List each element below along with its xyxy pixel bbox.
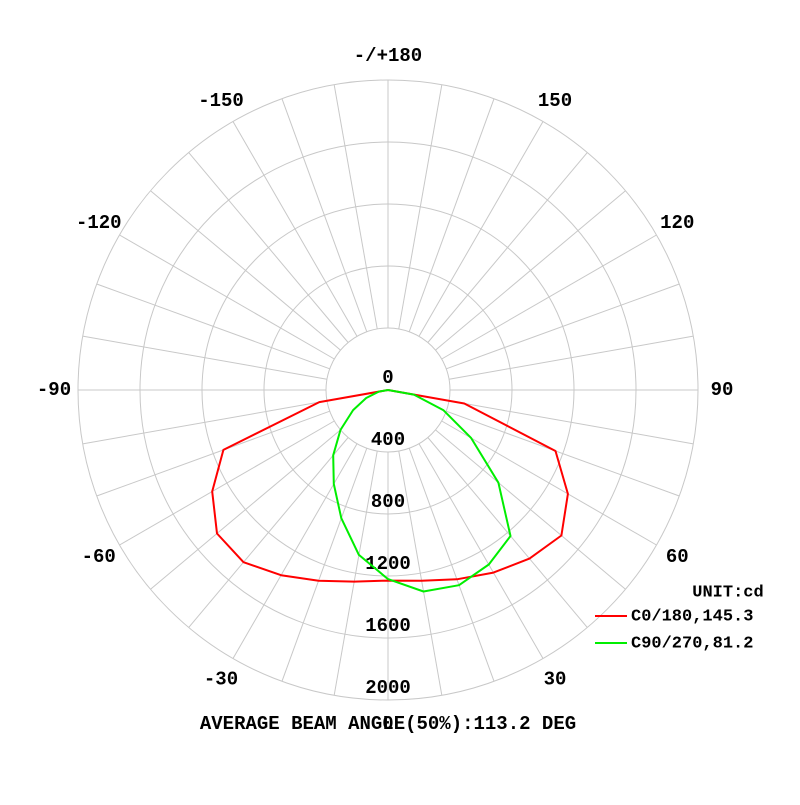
legend-label: C90/270,81.2	[631, 634, 753, 653]
legend-label: C0/180,145.3	[631, 607, 753, 626]
angle-tick-label: -60	[82, 546, 116, 568]
angle-tick-label: 60	[666, 546, 689, 568]
angle-tick-label: -30	[204, 668, 238, 690]
angle-tick-label: -90	[37, 379, 71, 401]
angle-tick-label: 90	[711, 379, 734, 401]
r-tick-label: 800	[371, 491, 405, 513]
r-tick-label: 2000	[365, 677, 411, 699]
grid-circle	[139, 141, 637, 639]
grid-circle	[77, 79, 699, 701]
grid-circle	[325, 327, 451, 453]
r-tick-label: 400	[371, 429, 405, 451]
grid-circle	[201, 203, 575, 577]
footer: AVERAGE BEAM ANGLE(50%):113.2 DEG	[200, 713, 576, 735]
series-line	[332, 389, 512, 593]
angle-tick-label: 30	[544, 668, 567, 690]
r-tick-label: 1200	[365, 553, 411, 575]
angle-tick-label: 120	[660, 212, 694, 234]
angle-tick-label: -150	[198, 90, 244, 112]
unit-label: UNIT:cd	[692, 583, 763, 602]
angle-tick-label: -/+180	[354, 45, 422, 67]
series-line	[211, 389, 569, 583]
angle-tick-label: 0	[382, 713, 393, 735]
angle-tick-label: -120	[76, 212, 122, 234]
r-tick-label: 1600	[365, 615, 411, 637]
angle-tick-label: 150	[538, 90, 572, 112]
r-tick-label: 0	[382, 367, 393, 389]
grid-circle	[263, 265, 513, 515]
